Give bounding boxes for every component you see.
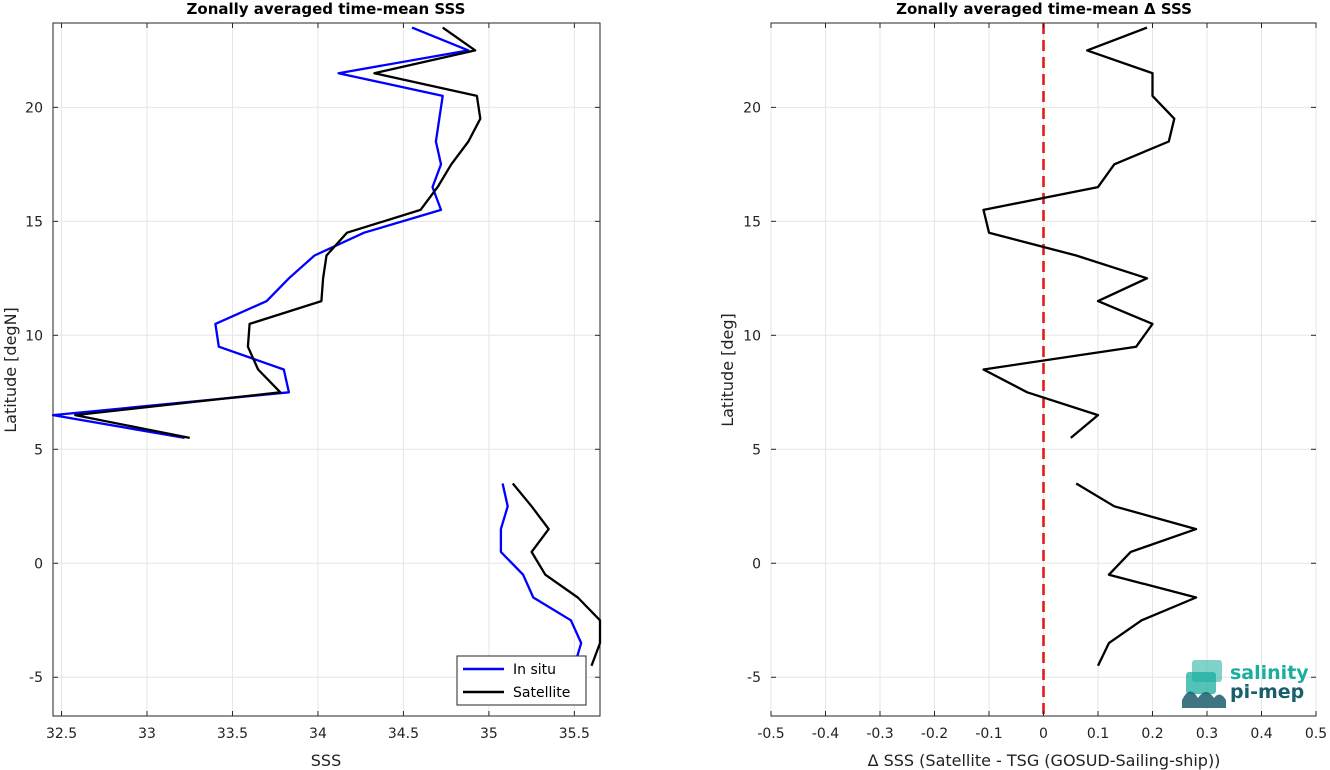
delta-x-tick-label: -0.2 [921, 726, 948, 742]
salinity-pi-mep-logo: salinity pi-mep [1182, 660, 1309, 708]
sss-x-ticks: 32.5 33 33.5 34 34.5 35 35.5 [46, 23, 590, 742]
delta-y-ticks: -5 0 5 10 15 20 [743, 100, 1316, 686]
delta-x-tick-label: 0.1 [1087, 726, 1109, 742]
sss-x-tick-label: 35.5 [559, 726, 590, 742]
delta-y-tick-label: 15 [743, 214, 761, 230]
logo-pi-mep-text: pi-mep [1230, 681, 1304, 703]
sss-x-axis-label: SSS [311, 751, 341, 770]
delta-chart-title: Zonally averaged time-mean Δ SSS [896, 0, 1192, 18]
sss-in-situ-line-segment-1 [499, 483, 583, 667]
sss-satellite-line-segment-1 [511, 482, 602, 667]
delta-x-tick-label: -0.1 [975, 726, 1002, 742]
sss-y-tick-label: 0 [34, 556, 43, 572]
sss-y-ticks: -5 0 5 10 15 20 [25, 100, 600, 686]
delta-sss-panel: -0.5 -0.4 -0.3 -0.2 -0.1 0 0.1 0.2 0.3 0.4 0.5 -5 0… [718, 0, 1327, 770]
delta-x-tick-label: 0.4 [1250, 726, 1272, 742]
delta-x-tick-label: 0 [1039, 726, 1048, 742]
sss-x-tick-label: 33.5 [217, 726, 248, 742]
sss-x-tick-label: 34 [309, 726, 327, 742]
legend-box [456, 655, 587, 706]
sss-gridlines [53, 23, 600, 716]
sss-panel: 32.5 33 33.5 34 34.5 35 35.5 -5 0 5 10 15 20 Zonall… [1, 0, 602, 770]
logo-salinity-text: salinity [1230, 662, 1309, 684]
delta-x-tick-label: -0.3 [866, 726, 893, 742]
delta-x-tick-label: 0.3 [1196, 726, 1218, 742]
sss-in-situ-line-segment-0 [51, 26, 470, 440]
delta-x-tick-label: 0.5 [1305, 726, 1327, 742]
delta-series-0-line-segment-0 [982, 26, 1176, 439]
sss-y-tick-label: 5 [34, 442, 43, 458]
delta-y-tick-label: 20 [743, 100, 761, 116]
delta-x-tick-label: -0.4 [812, 726, 839, 742]
delta-y-tick-label: -5 [747, 670, 761, 686]
sss-x-tick-label: 35 [480, 726, 498, 742]
sss-x-tick-label: 33 [138, 726, 156, 742]
sss-x-tick-label: 32.5 [46, 726, 77, 742]
sss-y-tick-label: 10 [25, 328, 43, 344]
sss-y-tick-label: 15 [25, 214, 43, 230]
delta-y-axis-label: Latitude [deg] [718, 313, 737, 427]
legend-label-in-situ: In situ [513, 662, 556, 678]
legend-label-satellite: Satellite [513, 685, 570, 701]
logo-wave-icon [1182, 660, 1226, 708]
delta-y-tick-label: 0 [752, 556, 761, 572]
sss-satellite-line-segment-0 [74, 26, 482, 440]
sss-chart-title: Zonally averaged time-mean SSS [187, 0, 466, 18]
sss-y-tick-label: -5 [29, 670, 43, 686]
sss-plot-area [52, 22, 601, 717]
delta-x-tick-label: 0.2 [1141, 726, 1163, 742]
sss-x-tick-label: 34.5 [388, 726, 419, 742]
sss-y-tick-label: 20 [25, 100, 43, 116]
delta-series-0-line-segment-1 [1075, 482, 1198, 667]
delta-y-tick-label: 5 [752, 442, 761, 458]
legend: In situ Satellite [456, 655, 587, 706]
sss-series-lines [51, 26, 602, 667]
delta-series-lines [982, 26, 1198, 667]
delta-x-tick-label: -0.5 [757, 726, 784, 742]
delta-x-axis-label: Δ SSS (Satellite - TSG (GOSUD-Sailing-sh… [868, 751, 1221, 770]
delta-y-tick-label: 10 [743, 328, 761, 344]
sss-y-axis-label: Latitude [degN] [1, 307, 20, 433]
delta-x-ticks: -0.5 -0.4 -0.3 -0.2 -0.1 0 0.1 0.2 0.3 0.4 0.5 [757, 23, 1327, 742]
